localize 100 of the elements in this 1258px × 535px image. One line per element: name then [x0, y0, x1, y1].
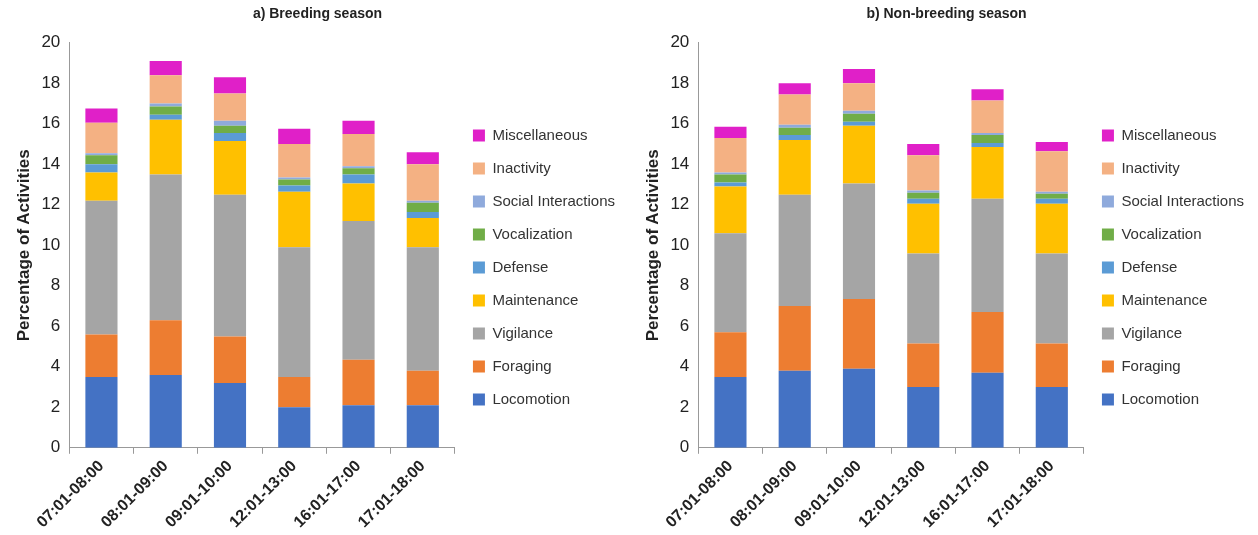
bar	[213, 141, 247, 195]
bar	[1035, 343, 1068, 388]
bar	[406, 247, 439, 371]
bar	[842, 83, 876, 111]
legend-label: Vigilance	[1121, 323, 1183, 341]
bar	[213, 120, 247, 126]
bar	[278, 247, 311, 377]
legend-label: Foraging	[1121, 356, 1181, 374]
bar	[714, 233, 747, 333]
legend-label: Vocalization	[492, 224, 573, 242]
legend-label: Defense	[1121, 257, 1178, 275]
bar	[149, 374, 182, 448]
bar	[213, 77, 247, 94]
bar	[85, 164, 118, 173]
y-tick-label: 12	[670, 194, 690, 214]
y-tick-label: 16	[670, 113, 690, 133]
bar	[406, 200, 439, 203]
y-tick-label: 20	[41, 32, 61, 52]
bar	[149, 320, 182, 375]
bar	[1035, 142, 1068, 152]
bar	[907, 155, 940, 191]
bar	[1035, 151, 1068, 192]
y-tick-label: 0	[679, 437, 690, 457]
bar	[213, 382, 247, 448]
legend-label: Inactivity	[492, 158, 552, 176]
bar	[971, 372, 1004, 448]
bar	[907, 144, 940, 156]
bar	[714, 376, 747, 448]
bar	[278, 128, 311, 145]
y-tick-label: 14	[41, 153, 61, 173]
bar	[278, 191, 311, 248]
bar	[842, 368, 876, 448]
chart-title: b) Non-breeding season	[866, 5, 1027, 22]
bar	[778, 127, 811, 135]
bar	[971, 198, 1004, 313]
bar	[406, 164, 439, 201]
bar	[971, 89, 1004, 101]
chart-title: a) Breeding season	[252, 5, 383, 22]
bar	[213, 125, 247, 133]
y-tick-label: 8	[679, 275, 690, 295]
bar	[278, 144, 311, 178]
bar	[842, 183, 876, 299]
y-tick-label: 8	[50, 275, 61, 295]
bar	[714, 186, 747, 234]
y-tick-label: 4	[679, 356, 690, 376]
bar	[85, 172, 118, 201]
bar	[1035, 193, 1068, 199]
y-tick-label: 10	[670, 234, 690, 254]
bar	[842, 69, 876, 84]
y-tick-label: 16	[41, 113, 61, 133]
bar	[213, 336, 247, 383]
bar	[907, 387, 940, 448]
bar	[842, 125, 876, 184]
legend-label: Locomotion	[1121, 389, 1199, 407]
bar	[85, 155, 118, 165]
bar	[1035, 203, 1068, 254]
bar	[842, 113, 876, 122]
y-tick-label: 14	[670, 153, 690, 173]
legend-label: Vigilance	[492, 323, 554, 341]
y-axis-title: Percentage of Activities	[642, 149, 662, 342]
bar	[778, 83, 811, 95]
bar	[149, 75, 182, 104]
y-tick-label: 2	[50, 396, 61, 416]
bar	[85, 122, 118, 154]
legend-label: Social Interactions	[1121, 191, 1245, 209]
bar	[342, 359, 375, 406]
bar	[149, 174, 182, 321]
y-tick-label: 12	[41, 194, 61, 214]
bar	[278, 185, 311, 192]
y-tick-label: 6	[50, 315, 61, 335]
bar	[406, 370, 439, 406]
bar	[907, 198, 940, 204]
bar	[907, 203, 940, 254]
bar	[971, 132, 1004, 135]
bar	[907, 253, 940, 344]
bar	[907, 192, 940, 199]
bar	[778, 134, 811, 140]
y-tick-label: 18	[41, 72, 61, 92]
bar	[971, 100, 1004, 133]
y-tick-label: 20	[670, 32, 690, 52]
bar	[971, 143, 1004, 148]
bar	[1035, 198, 1068, 204]
bar	[342, 405, 375, 448]
bar	[714, 182, 747, 187]
bar	[778, 140, 811, 195]
bar	[778, 124, 811, 128]
bar	[778, 194, 811, 307]
legend-label: Locomotion	[492, 389, 570, 407]
bar	[149, 106, 182, 115]
bar	[213, 132, 247, 142]
legend-label: Maintenance	[1121, 290, 1208, 308]
y-tick-label: 2	[679, 396, 690, 416]
bar	[714, 137, 747, 173]
bar	[971, 147, 1004, 199]
bar	[342, 183, 375, 221]
bar	[149, 119, 182, 175]
legend-label: Miscellaneous	[492, 125, 588, 143]
bar	[149, 114, 182, 120]
bar	[907, 343, 940, 388]
bar	[778, 370, 811, 448]
